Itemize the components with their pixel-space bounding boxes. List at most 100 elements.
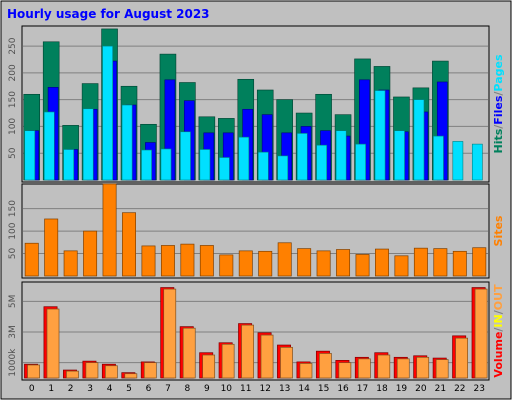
panel-sites: 50 100 150 Sites — [8, 183, 505, 279]
x-tick-label-hour-12: 12 — [260, 384, 271, 394]
bar-pages-hour-18 — [374, 90, 386, 181]
bar-sites-hour-3 — [83, 230, 98, 277]
bar-out-hour-18 — [377, 354, 391, 379]
bar-sites-hour-15 — [316, 250, 331, 277]
legend-entry-separator: / — [492, 91, 505, 96]
bar-sites-hour-14 — [297, 248, 312, 277]
bar-out-hour-8 — [182, 327, 196, 379]
bar-pages-hour-16 — [335, 130, 347, 181]
x-tick-label-hour-18: 18 — [376, 384, 388, 394]
bar-pages-hour-7 — [160, 148, 172, 181]
bar-pages-hour-21 — [433, 135, 444, 181]
bar-out-hour-14 — [299, 363, 313, 379]
bar-pages-hour-22 — [452, 141, 464, 181]
bar-out-hour-3 — [85, 362, 99, 379]
panel-requests-y-tick-label: 200 — [8, 64, 18, 81]
bar-pages-hour-2 — [63, 149, 75, 181]
panel-sites-y-tick-label: 50 — [8, 248, 18, 260]
bar-out-hour-20 — [416, 356, 430, 379]
bar-sites-hour-19 — [394, 255, 409, 277]
x-tick-label-hour-5: 5 — [126, 384, 132, 394]
legend-entry-separator: / — [492, 327, 505, 332]
panel-requests-legend: Hits/Files/Pages — [492, 54, 505, 153]
x-tick-label-hour-10: 10 — [221, 384, 233, 394]
bar-out-hour-4 — [104, 365, 118, 379]
bar-sites-hour-8 — [180, 243, 195, 277]
bar-pages-hour-13 — [277, 155, 289, 181]
bar-out-hour-13 — [280, 346, 293, 379]
bar-out-hour-17 — [357, 358, 371, 379]
bar-pages-hour-8 — [180, 131, 191, 181]
bar-sites-hour-0 — [24, 242, 39, 277]
bar-out-hour-1 — [46, 308, 60, 379]
bar-pages-hour-10 — [219, 157, 230, 181]
bar-pages-hour-14 — [296, 133, 308, 181]
x-tick-label-hour-8: 8 — [185, 384, 191, 394]
x-tick-label-hour-13: 13 — [279, 384, 290, 394]
x-tick-label-hour-16: 16 — [337, 384, 349, 394]
bar-sites-hour-22 — [452, 250, 467, 277]
x-tick-label-hour-14: 14 — [298, 384, 310, 394]
bar-sites-hour-6 — [141, 245, 156, 277]
bar-out-hour-22 — [455, 337, 469, 379]
x-tick-label-hour-4: 4 — [107, 384, 113, 394]
legend-entry-files: Files — [492, 95, 505, 125]
x-tick-label-hour-21: 21 — [435, 384, 446, 394]
panel-volume-y-tick-label: 1000k — [8, 348, 18, 377]
panel-requests-y-tick-label: 250 — [8, 37, 18, 54]
bar-pages-hour-23 — [471, 143, 483, 181]
bar-sites-hour-17 — [355, 254, 370, 277]
panel-sites-y-tick-label: 100 — [8, 222, 18, 239]
panel-sites-y-tick-label: 150 — [8, 200, 18, 217]
legend-entry-volume: Volume — [492, 332, 505, 378]
bar-out-hour-19 — [396, 358, 410, 379]
bar-sites-hour-23 — [472, 247, 487, 277]
bar-sites-hour-20 — [413, 247, 428, 277]
legend-entry-pages: Pages — [492, 54, 505, 92]
bar-out-hour-21 — [435, 359, 449, 379]
x-tick-label-hour-22: 22 — [454, 384, 465, 394]
x-tick-label-hour-1: 1 — [48, 384, 54, 394]
x-tick-label-hour-3: 3 — [87, 384, 93, 394]
panel-requests-y-tick-label: 50 — [8, 147, 18, 159]
bar-out-hour-12 — [260, 334, 274, 379]
x-tick-label-hour-7: 7 — [165, 384, 171, 394]
bar-out-hour-10 — [221, 343, 235, 379]
bar-sites-hour-4 — [102, 183, 117, 277]
bar-sites-hour-5 — [122, 212, 136, 277]
x-tick-label-hour-6: 6 — [146, 384, 152, 394]
x-tick-label-hour-17: 17 — [357, 384, 368, 394]
legend-entry-out: OUT — [492, 284, 505, 310]
bar-out-hour-23 — [474, 288, 488, 379]
panel-volume-legend: Volume/IN/OUT — [492, 284, 505, 378]
bar-sites-hour-2 — [63, 250, 78, 277]
panel-requests-y-tick-label: 150 — [8, 91, 18, 108]
panel-sites-legend: Sites — [492, 215, 505, 246]
x-tick-label-hour-11: 11 — [240, 384, 251, 394]
bar-sites-hour-7 — [160, 245, 175, 277]
bar-sites-hour-16 — [336, 249, 351, 277]
bar-sites-hour-21 — [433, 248, 448, 277]
x-tick-label-hour-23: 23 — [474, 384, 485, 394]
panel-volume-y-tick-label: 3M — [8, 325, 18, 339]
bar-pages-hour-19 — [394, 130, 405, 181]
bar-pages-hour-1 — [43, 111, 55, 181]
panel-requests-plot-area — [21, 25, 490, 183]
bar-pages-hour-3 — [82, 108, 94, 181]
legend-entry-separator: / — [492, 309, 505, 314]
legend-entry-separator: / — [492, 124, 505, 129]
bar-sites-hour-11 — [238, 250, 253, 277]
bar-pages-hour-15 — [316, 144, 328, 181]
x-tick-label-hour-2: 2 — [68, 384, 74, 394]
legend-entry-sites: Sites — [492, 215, 505, 246]
legend-entry-in: IN — [492, 314, 505, 327]
bar-out-hour-9 — [202, 354, 216, 379]
chart-panels: 50100150200250Hits/Files/Pages50100150Si… — [8, 25, 505, 394]
bar-pages-hour-20 — [413, 99, 425, 181]
bar-sites-hour-1 — [44, 218, 59, 277]
bar-pages-hour-5 — [121, 104, 133, 181]
bar-pages-hour-0 — [24, 130, 36, 181]
x-tick-label-hour-20: 20 — [415, 384, 427, 394]
